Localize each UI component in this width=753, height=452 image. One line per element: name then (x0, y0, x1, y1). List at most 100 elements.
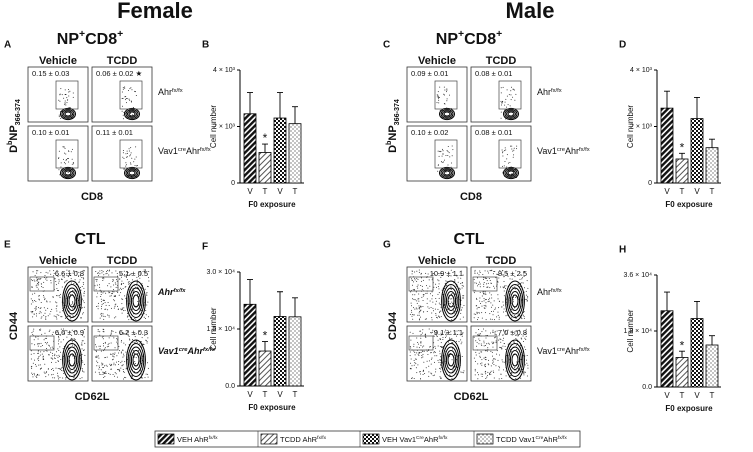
event-dot (435, 347, 437, 349)
gate-value: 0.10 ± 0.02 (411, 128, 448, 137)
contour (129, 287, 143, 315)
event-dot (46, 337, 48, 339)
event-dot (55, 280, 57, 282)
event-dot (122, 364, 124, 366)
event-dot (34, 299, 36, 301)
event-dot (449, 156, 451, 158)
event-dot (65, 376, 67, 378)
event-dot (113, 356, 115, 358)
event-dot (438, 97, 440, 98)
category-label: V (694, 391, 700, 400)
event-dot (95, 336, 97, 338)
event-dot (480, 343, 482, 345)
event-dot (497, 294, 499, 296)
event-dot (114, 364, 116, 366)
event-dot (416, 337, 418, 339)
event-dot (79, 279, 81, 281)
event-dot (424, 372, 426, 374)
event-dot (417, 278, 419, 280)
event-dot (119, 331, 121, 333)
event-dot (435, 312, 437, 314)
event-dot (438, 150, 440, 152)
event-dot (414, 299, 416, 301)
event-dot (439, 338, 441, 340)
event-dot (422, 305, 424, 307)
event-dot (445, 171, 447, 173)
event-dot (116, 272, 118, 274)
event-dot (483, 307, 485, 309)
event-dot (442, 338, 444, 340)
event-dot (523, 275, 525, 277)
event-dot (63, 152, 65, 154)
event-dot (519, 315, 521, 317)
event-dot (38, 307, 40, 309)
event-dot (94, 285, 96, 287)
event-dot (96, 280, 98, 282)
event-dot (476, 313, 478, 315)
error-bar (694, 96, 700, 119)
event-dot (428, 365, 430, 367)
event-dot (52, 331, 54, 333)
event-dot (409, 355, 411, 357)
event-dot (67, 172, 69, 174)
event-dot (120, 351, 122, 353)
event-dot (489, 332, 491, 334)
event-dot (421, 357, 423, 359)
event-dot (128, 338, 130, 340)
event-dot (130, 163, 132, 165)
event-dot (515, 296, 517, 298)
category-label: V (247, 187, 253, 196)
event-dot (113, 299, 115, 301)
event-dot (413, 350, 415, 352)
event-dot (103, 318, 105, 320)
event-dot (34, 374, 36, 376)
event-dot (96, 284, 98, 286)
event-dot (441, 346, 443, 348)
event-dot (416, 280, 418, 282)
event-dot (440, 371, 442, 373)
event-dot (500, 373, 502, 375)
event-dot (65, 153, 67, 155)
event-dot (41, 353, 43, 355)
contour (132, 294, 140, 308)
event-dot (78, 281, 80, 283)
event-dot (106, 269, 108, 271)
event-dot (480, 351, 482, 353)
event-dot (125, 368, 127, 370)
contour (439, 107, 455, 121)
event-dot (65, 104, 67, 106)
event-dot (514, 288, 516, 290)
event-dot (127, 330, 129, 332)
event-dot (118, 289, 120, 291)
event-dot (43, 307, 45, 309)
event-dot (102, 374, 104, 376)
event-dot (79, 286, 81, 288)
event-dot (127, 272, 129, 274)
contour (511, 353, 519, 367)
event-dot (146, 340, 148, 342)
y-tick-label: 2 × 10³ (213, 123, 236, 130)
gate (434, 139, 458, 169)
event-dot (36, 279, 38, 281)
event-dot (513, 147, 515, 149)
event-dot (142, 377, 144, 379)
event-dot (96, 272, 98, 274)
event-dot (520, 377, 522, 379)
event-dot (104, 357, 106, 359)
event-dot (71, 148, 73, 150)
event-dot (126, 271, 128, 273)
event-dot (473, 336, 475, 338)
event-dot (418, 319, 420, 321)
event-dot (421, 350, 423, 352)
event-dot (495, 334, 497, 336)
event-dot (52, 369, 54, 371)
event-dot (526, 298, 528, 300)
event-dot (113, 362, 115, 364)
event-dot (510, 343, 512, 345)
event-dot (484, 291, 486, 293)
event-dot (83, 283, 85, 285)
event-dot (113, 337, 115, 339)
event-dot (441, 148, 443, 150)
event-dot (110, 332, 112, 334)
